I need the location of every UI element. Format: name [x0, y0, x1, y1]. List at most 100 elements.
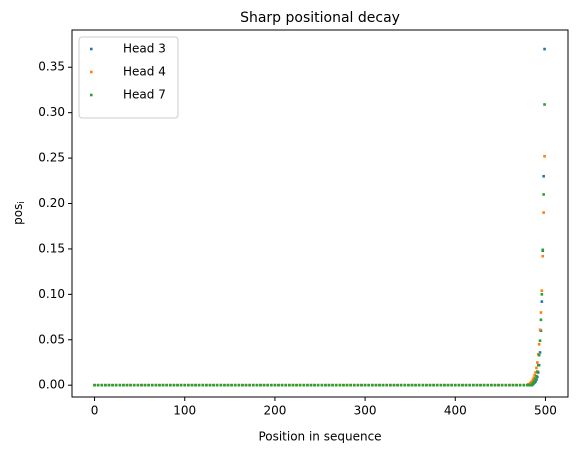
point — [302, 383, 306, 387]
point — [205, 383, 208, 387]
legend-marker — [90, 70, 93, 74]
point — [371, 383, 374, 387]
point — [539, 311, 543, 314]
point — [194, 383, 197, 387]
point — [541, 254, 545, 258]
point — [531, 378, 535, 382]
point — [538, 328, 542, 332]
point — [125, 383, 129, 387]
y-axis-label-sub: i — [17, 201, 27, 204]
point — [320, 383, 324, 387]
point — [403, 383, 407, 387]
point — [154, 383, 158, 387]
point — [374, 383, 378, 387]
point — [118, 383, 122, 387]
point — [183, 383, 187, 387]
point — [114, 383, 118, 387]
point — [132, 383, 136, 387]
point — [104, 383, 107, 387]
point — [212, 383, 215, 387]
point — [327, 383, 331, 387]
point — [542, 193, 545, 196]
point — [280, 383, 284, 387]
point — [93, 383, 96, 387]
x-tick-label: 300 — [354, 404, 377, 418]
point — [543, 103, 546, 106]
point — [425, 383, 428, 387]
point — [334, 383, 338, 387]
y-tick-label: 0.00 — [38, 378, 65, 392]
point — [316, 383, 320, 387]
point — [158, 383, 161, 387]
point — [378, 383, 381, 387]
point — [541, 248, 545, 252]
point — [107, 383, 111, 387]
point — [324, 383, 327, 387]
point — [515, 383, 518, 387]
point — [295, 383, 298, 387]
point — [534, 371, 537, 374]
point — [537, 343, 541, 346]
y-tick-label: 0.25 — [38, 151, 65, 165]
y-tick-label: 0.30 — [38, 105, 65, 119]
y-axis-label: posi — [11, 201, 27, 225]
point — [542, 174, 545, 178]
point — [241, 383, 244, 387]
point — [540, 293, 544, 296]
point — [543, 154, 546, 158]
point — [535, 366, 538, 370]
point — [385, 383, 389, 387]
point — [100, 383, 104, 387]
point — [533, 379, 536, 382]
point — [508, 383, 511, 387]
point — [140, 383, 143, 387]
point — [143, 383, 147, 387]
point — [122, 383, 125, 387]
point — [497, 383, 500, 387]
y-tick-label: 0.20 — [38, 196, 65, 210]
point — [298, 383, 302, 387]
point — [233, 383, 237, 387]
point — [345, 383, 349, 387]
legend-label: Head 7 — [123, 88, 166, 102]
point — [248, 383, 251, 387]
point — [291, 383, 295, 387]
y-tick-label: 0.05 — [38, 332, 65, 346]
point — [219, 383, 223, 387]
legend-box — [78, 36, 179, 119]
point — [542, 211, 545, 214]
point — [435, 383, 439, 387]
point — [472, 383, 475, 387]
point — [410, 383, 414, 387]
point — [168, 383, 172, 387]
point — [468, 383, 472, 387]
point — [536, 363, 540, 367]
point — [389, 383, 392, 387]
point — [136, 383, 140, 387]
point — [201, 383, 205, 387]
point — [259, 383, 262, 387]
point — [288, 383, 291, 387]
point — [172, 383, 176, 387]
point — [226, 383, 230, 387]
point — [161, 383, 165, 387]
point — [464, 383, 468, 387]
y-tick-label: 0.35 — [38, 60, 65, 74]
x-tick-label: 0 — [91, 404, 99, 418]
point — [176, 383, 179, 387]
legend-marker — [90, 93, 93, 97]
point — [417, 383, 421, 387]
point — [432, 383, 435, 387]
point — [540, 300, 544, 303]
point — [479, 383, 482, 387]
point — [284, 383, 288, 387]
point — [129, 383, 132, 387]
point — [536, 370, 539, 373]
point — [532, 376, 536, 380]
point — [534, 377, 537, 381]
point — [197, 383, 201, 387]
x-tick-label: 500 — [534, 404, 557, 418]
point — [251, 383, 255, 387]
y-tick-label: 0.10 — [38, 287, 65, 301]
point — [237, 383, 241, 387]
